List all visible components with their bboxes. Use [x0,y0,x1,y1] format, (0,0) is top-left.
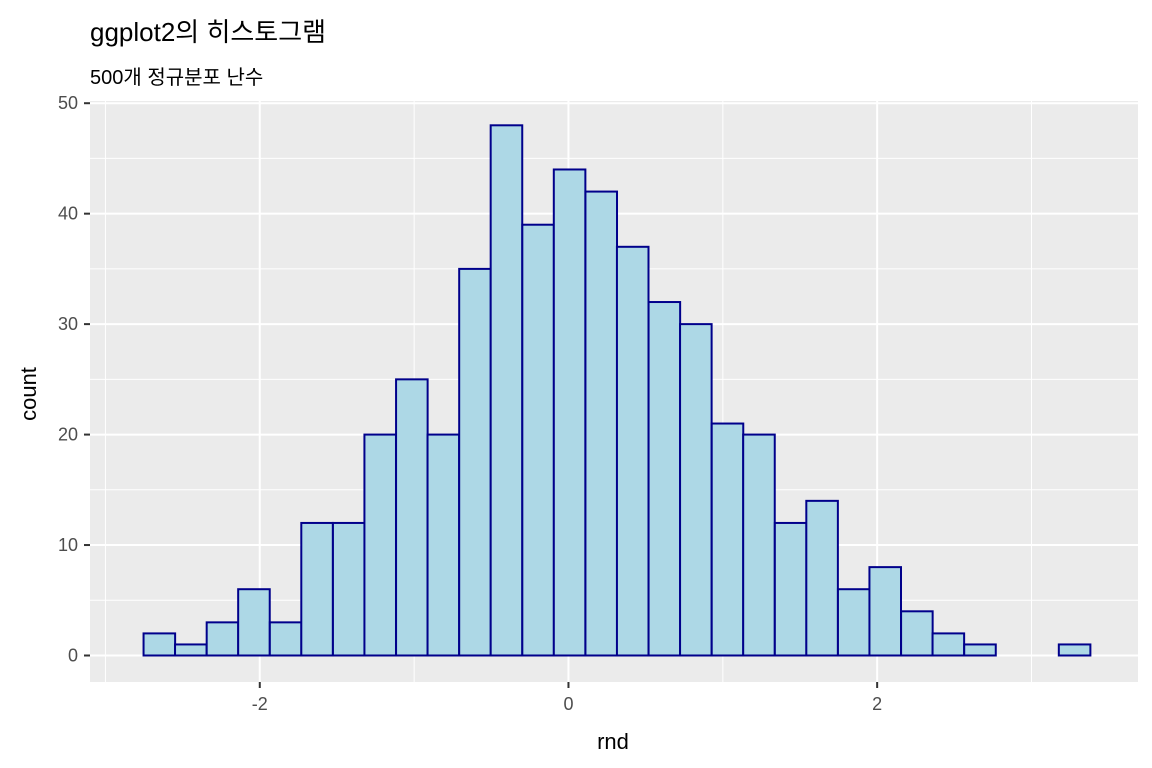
histogram-bars [142,124,1092,657]
histogram-bar [1057,643,1092,657]
histogram-bar [142,632,177,657]
histogram-bar [521,223,555,657]
histogram-bar [710,422,745,657]
y-tick-label: 50 [58,93,78,113]
y-axis-title: count [16,367,41,421]
axes: 0 10 20 30 40 50 -2 0 2 [58,93,882,714]
histogram-bar [900,610,934,657]
x-tick-label: 2 [872,694,882,714]
histogram-bar [742,433,776,657]
x-tick-label: 0 [563,694,573,714]
histogram-bar [458,267,492,657]
histogram-bar [805,499,839,657]
y-tick-label: 10 [58,535,78,555]
histogram-bar [836,588,871,657]
chart-subtitle: 500개 정규분포 난수 [90,66,263,89]
histogram-bar [426,433,461,657]
histogram-bar [300,521,334,657]
y-tick-label: 30 [58,314,78,334]
histogram-bar [489,124,524,657]
histogram-bar [363,433,397,657]
histogram-bar [931,632,966,657]
histogram-bar [205,621,240,657]
histogram-bar [679,323,713,657]
chart-title: ggplot2의 히스토그램 [90,17,326,47]
y-tick-label: 0 [68,645,78,665]
histogram-bar [647,301,682,657]
histogram-bar [331,521,366,657]
y-tick-label: 20 [58,425,78,445]
histogram-bar [395,378,429,657]
histogram-bar [174,643,208,657]
histogram-bar [868,566,903,657]
histogram-bar [773,521,808,657]
x-tick-label: -2 [252,694,268,714]
histogram-bar [552,168,587,657]
histogram-bar [237,588,271,657]
x-axis-title: rnd [597,729,629,754]
histogram-bar [268,621,303,657]
histogram-bar [584,190,619,657]
y-tick-label: 40 [58,204,78,224]
histogram-bar [963,643,997,657]
histogram-bar [615,245,650,657]
